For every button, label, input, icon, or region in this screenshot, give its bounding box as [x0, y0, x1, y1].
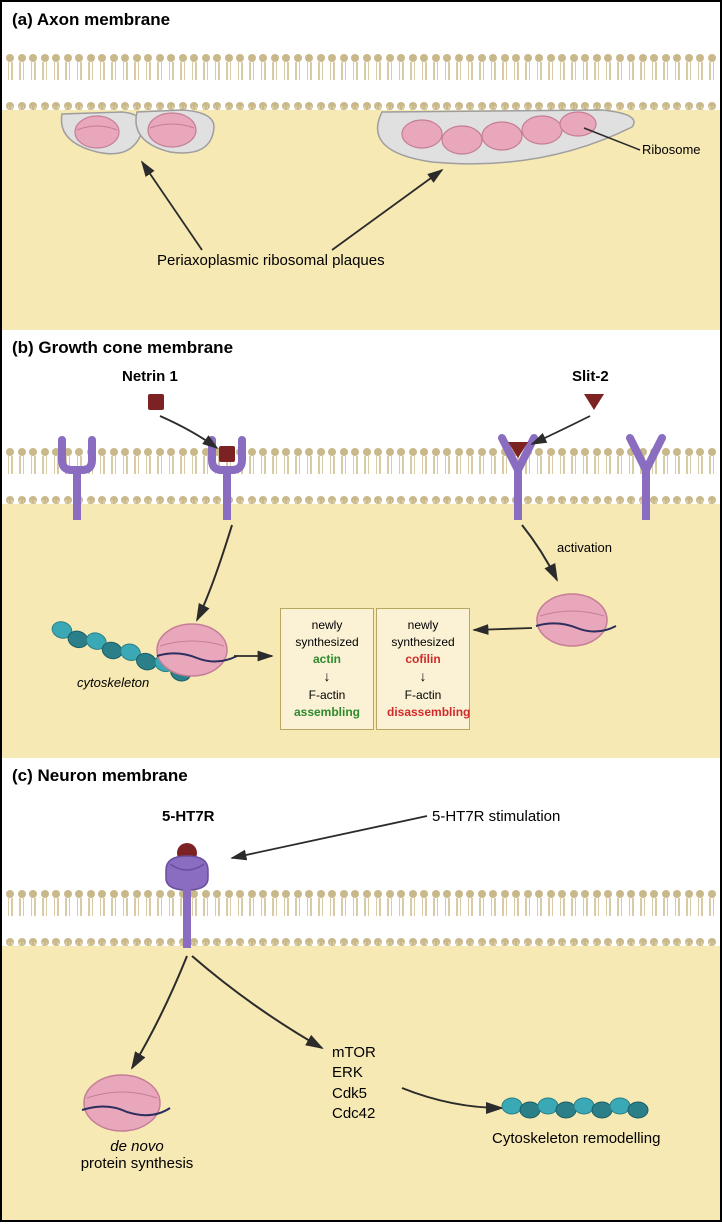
k4: Cdc42	[332, 1105, 375, 1122]
label-5ht7r: 5-HT7R	[162, 808, 215, 825]
neuron-membrane	[2, 890, 720, 946]
cof-l1: newly	[408, 618, 439, 632]
k1: mTOR	[332, 1044, 376, 1061]
panel-a-title: (a) Axon membrane	[12, 10, 170, 30]
netrin1-icon	[148, 394, 164, 410]
denovo-2: protein synthesis	[81, 1155, 194, 1172]
k2: ERK	[332, 1064, 363, 1081]
cof-l2a: synthesized	[391, 635, 454, 649]
actin-l2b: actin	[313, 652, 341, 666]
panel-c-title: (c) Neuron membrane	[12, 766, 188, 786]
label-5ht7r-stim: 5-HT7R stimulation	[432, 808, 560, 825]
growthcone-membrane	[2, 448, 720, 504]
label-plaques: Periaxoplasmic ribosomal plaques	[157, 252, 385, 269]
actin-l3: F-actin	[309, 688, 346, 702]
label-netrin: Netrin 1	[122, 368, 178, 385]
k3: Cdk5	[332, 1085, 367, 1102]
slit2-icon	[584, 394, 604, 410]
label-activation: activation	[557, 540, 612, 555]
axon-membrane	[2, 54, 720, 110]
label-denovo: de novo protein synthesis	[72, 1138, 202, 1172]
figure-container: (a) Axon membrane	[0, 0, 722, 1222]
infobox-cofilin: newly synthesized cofilin ↓ F-actin disa…	[376, 608, 470, 730]
label-kinases: mTOR ERK Cdk5 Cdc42	[332, 1043, 376, 1124]
denovo-1: de novo	[110, 1138, 163, 1155]
label-cytoskeleton: cytoskeleton	[77, 675, 149, 690]
label-slit: Slit-2	[572, 368, 609, 385]
cof-l2b: cofilin	[405, 652, 440, 666]
actin-l2a: synthesized	[295, 635, 358, 649]
panel-b: (b) Growth cone membrane Netrin 1 Slit-2	[2, 330, 720, 758]
panel-c: (c) Neuron membrane 5-HT7R 5-HT7R stimul…	[2, 758, 720, 1220]
label-ribosome: Ribosome	[642, 142, 701, 157]
label-remodel: Cytoskeleton remodelling	[492, 1130, 660, 1147]
actin-l1: newly	[312, 618, 343, 632]
panel-b-title: (b) Growth cone membrane	[12, 338, 233, 358]
panel-a: (a) Axon membrane	[2, 2, 720, 330]
cof-l4: disassembling	[387, 705, 470, 719]
actin-l4: assembling	[294, 705, 360, 719]
cof-l3: F-actin	[405, 688, 442, 702]
axon-cytoplasm	[2, 110, 720, 330]
infobox-actin: newly synthesized actin ↓ F-actin assemb…	[280, 608, 374, 730]
